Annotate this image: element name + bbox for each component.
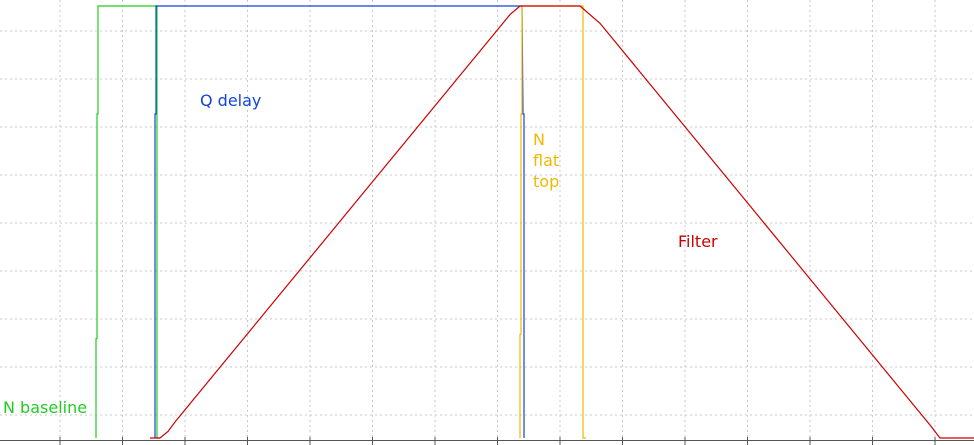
label-n-flat-top-line-1: N bbox=[533, 130, 545, 149]
series-lines bbox=[95, 5, 974, 439]
series-line-q-delay bbox=[154, 5, 525, 438]
series-line-n-baseline bbox=[95, 5, 160, 439]
label-n-flat-top-line-3: top bbox=[533, 172, 559, 191]
label-n-baseline: N baseline bbox=[3, 398, 87, 417]
x-axis bbox=[0, 437, 974, 445]
label-n-flat-top-line-2: flat bbox=[533, 151, 559, 170]
series-line-n-flat-top bbox=[519, 5, 586, 439]
series-line-filter bbox=[150, 5, 974, 439]
label-filter: Filter bbox=[678, 232, 718, 251]
label-n-flat-top: N flat top bbox=[533, 130, 564, 191]
label-q-delay: Q delay bbox=[200, 91, 261, 110]
